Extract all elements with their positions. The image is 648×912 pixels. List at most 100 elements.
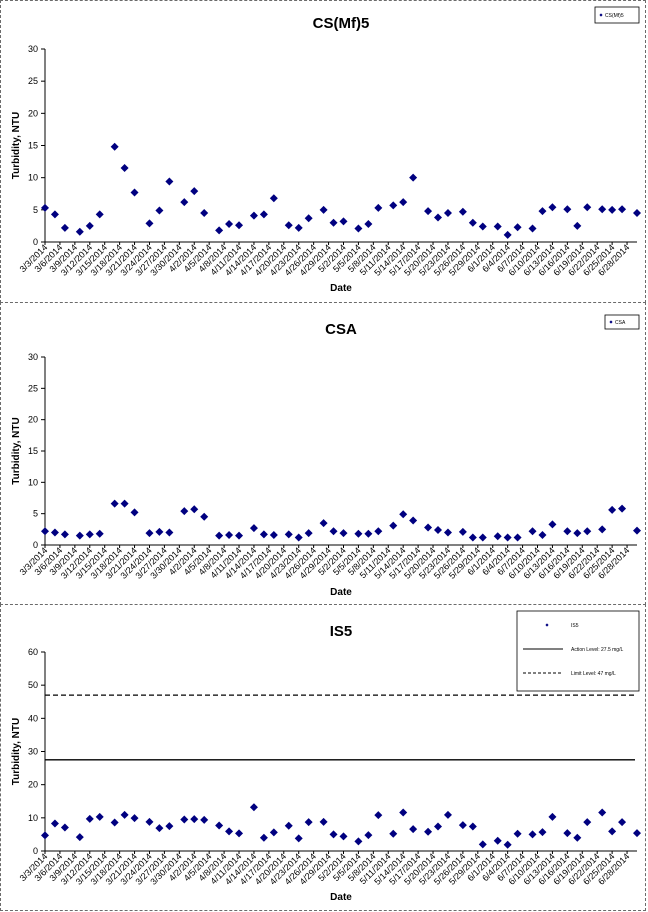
data-point	[110, 142, 119, 151]
data-point	[75, 833, 84, 842]
data-point	[200, 512, 209, 521]
data-point	[165, 822, 174, 831]
data-point	[41, 527, 49, 536]
data-point	[389, 201, 398, 210]
data-point	[110, 818, 119, 827]
data-point	[225, 530, 234, 539]
data-point	[409, 825, 418, 834]
data-point	[424, 523, 433, 532]
data-point	[329, 830, 338, 839]
legend-box	[516, 610, 640, 692]
data-point	[75, 531, 84, 540]
data-point	[319, 205, 328, 214]
chart-panel-csa: CSA 0 5 10 15 20 25 30 3/3/2014 3/6/2014 3/9/2014 3…	[0, 302, 646, 605]
data-point	[528, 527, 537, 536]
data-point	[434, 213, 443, 222]
data-point	[478, 222, 487, 231]
data-point	[583, 818, 592, 827]
data-point	[503, 230, 512, 239]
data-point	[329, 218, 338, 227]
y-tick-label: 30	[28, 747, 38, 757]
data-point	[364, 219, 373, 228]
data-point	[269, 828, 278, 837]
data-point	[513, 829, 522, 838]
y-tick-label: 0	[33, 237, 38, 247]
data-point	[399, 198, 408, 207]
data-point	[503, 840, 512, 849]
chart-cs-mf5: CS(Mf)50510152025303/3/20143/6/20143/9/2…	[11, 6, 641, 294]
legend-label: Limit Level: 47 mg/L	[571, 671, 616, 677]
data-point	[468, 218, 477, 227]
data-point	[493, 532, 502, 541]
data-point	[538, 828, 547, 837]
data-point	[180, 198, 189, 207]
data-point	[294, 834, 303, 843]
data-point	[329, 527, 338, 536]
y-axis-label: Turbidity, NTU	[11, 112, 22, 179]
data-point	[41, 203, 49, 212]
legend-box	[594, 6, 640, 24]
data-point	[215, 226, 224, 235]
data-point	[633, 829, 641, 838]
data-point	[294, 223, 303, 232]
data-point	[633, 209, 641, 218]
data-point	[215, 531, 224, 540]
y-tick-label: 15	[28, 141, 38, 151]
x-axis-label: Date	[330, 892, 352, 903]
data-point	[130, 508, 139, 517]
chart-panel-is5: IS5 0 10 20 30 40 50 60 3/3/2014 3/6/2014 3/9/2014…	[0, 604, 646, 911]
y-tick-label: 20	[28, 415, 38, 425]
data-point	[573, 529, 582, 538]
data-point	[458, 207, 467, 216]
data-point	[354, 529, 363, 538]
y-tick-label: 25	[28, 383, 38, 393]
data-point	[399, 510, 408, 519]
data-point	[120, 164, 129, 173]
data-point	[50, 210, 59, 219]
data-point	[120, 810, 129, 819]
data-point	[95, 210, 104, 219]
data-point	[50, 819, 59, 828]
data-point	[155, 206, 164, 215]
data-point	[374, 811, 383, 820]
data-point	[503, 533, 512, 542]
chart-title: IS5	[330, 623, 353, 640]
data-point	[319, 519, 328, 528]
y-tick-label: 30	[28, 44, 38, 54]
y-axis-label: Turbidity, NTU	[11, 417, 22, 484]
data-point	[85, 530, 94, 539]
legend-box	[604, 314, 640, 330]
data-point	[633, 526, 641, 535]
data-point	[145, 817, 154, 826]
data-point	[608, 827, 617, 836]
y-tick-label: 0	[33, 846, 38, 856]
data-point	[259, 210, 268, 219]
data-point	[259, 530, 268, 539]
data-point	[608, 205, 617, 214]
data-point	[60, 223, 69, 232]
data-point	[75, 227, 84, 236]
data-point	[215, 821, 224, 830]
data-point	[145, 529, 154, 538]
data-point	[583, 527, 592, 536]
data-point	[513, 223, 522, 232]
data-point	[339, 529, 348, 538]
data-point	[364, 831, 373, 840]
data-point	[598, 205, 607, 214]
data-point	[304, 529, 313, 538]
data-point	[269, 530, 278, 539]
data-point	[458, 821, 467, 830]
y-tick-label: 10	[28, 173, 38, 183]
y-tick-label: 5	[33, 205, 38, 215]
data-point	[120, 499, 129, 508]
data-point	[409, 173, 418, 182]
data-point	[95, 529, 104, 538]
data-point	[608, 505, 617, 514]
chart-csa: CSA0510152025303/3/20143/6/20143/9/20143…	[11, 314, 641, 598]
data-point	[190, 187, 199, 196]
data-point	[468, 822, 477, 831]
data-point	[374, 527, 383, 536]
data-point	[60, 530, 69, 539]
data-point	[294, 533, 303, 542]
y-tick-label: 20	[28, 108, 38, 118]
